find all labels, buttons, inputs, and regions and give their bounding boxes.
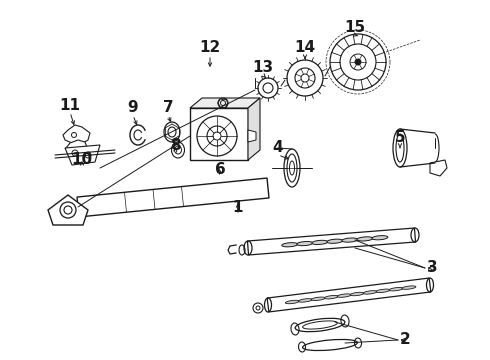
Ellipse shape [282, 243, 298, 247]
Text: 3: 3 [427, 261, 437, 275]
Ellipse shape [357, 237, 373, 241]
Ellipse shape [295, 318, 345, 332]
Text: 15: 15 [344, 21, 366, 36]
Text: 14: 14 [294, 40, 316, 55]
Polygon shape [248, 98, 260, 160]
Ellipse shape [285, 300, 299, 304]
Ellipse shape [372, 236, 388, 240]
Polygon shape [48, 195, 88, 225]
Polygon shape [65, 145, 100, 165]
Ellipse shape [297, 242, 313, 246]
Text: 13: 13 [252, 60, 273, 76]
Polygon shape [430, 160, 447, 176]
Polygon shape [247, 228, 416, 255]
Polygon shape [248, 130, 256, 142]
Text: 11: 11 [59, 98, 80, 112]
Circle shape [355, 59, 361, 65]
Ellipse shape [303, 339, 357, 351]
Polygon shape [190, 108, 248, 160]
Text: 8: 8 [170, 138, 180, 153]
Text: 6: 6 [215, 162, 225, 177]
Ellipse shape [312, 240, 328, 244]
Text: 7: 7 [163, 100, 173, 116]
Text: 2: 2 [400, 333, 411, 347]
Ellipse shape [337, 294, 351, 297]
Polygon shape [267, 278, 431, 312]
Polygon shape [63, 125, 90, 145]
Ellipse shape [284, 149, 300, 187]
Ellipse shape [363, 291, 377, 294]
Ellipse shape [324, 296, 338, 299]
Text: 4: 4 [273, 140, 283, 156]
Text: 10: 10 [72, 153, 93, 167]
Ellipse shape [311, 297, 325, 301]
Text: 5: 5 [394, 130, 405, 145]
Text: 9: 9 [128, 100, 138, 116]
Ellipse shape [342, 238, 358, 242]
Ellipse shape [298, 299, 312, 302]
Ellipse shape [402, 286, 416, 289]
Ellipse shape [350, 292, 364, 296]
Polygon shape [190, 98, 260, 108]
Polygon shape [77, 178, 269, 217]
Ellipse shape [389, 288, 403, 291]
Text: 12: 12 [199, 40, 220, 55]
Ellipse shape [376, 289, 390, 293]
Text: 1: 1 [233, 201, 243, 216]
Ellipse shape [327, 239, 343, 243]
Polygon shape [66, 140, 88, 158]
